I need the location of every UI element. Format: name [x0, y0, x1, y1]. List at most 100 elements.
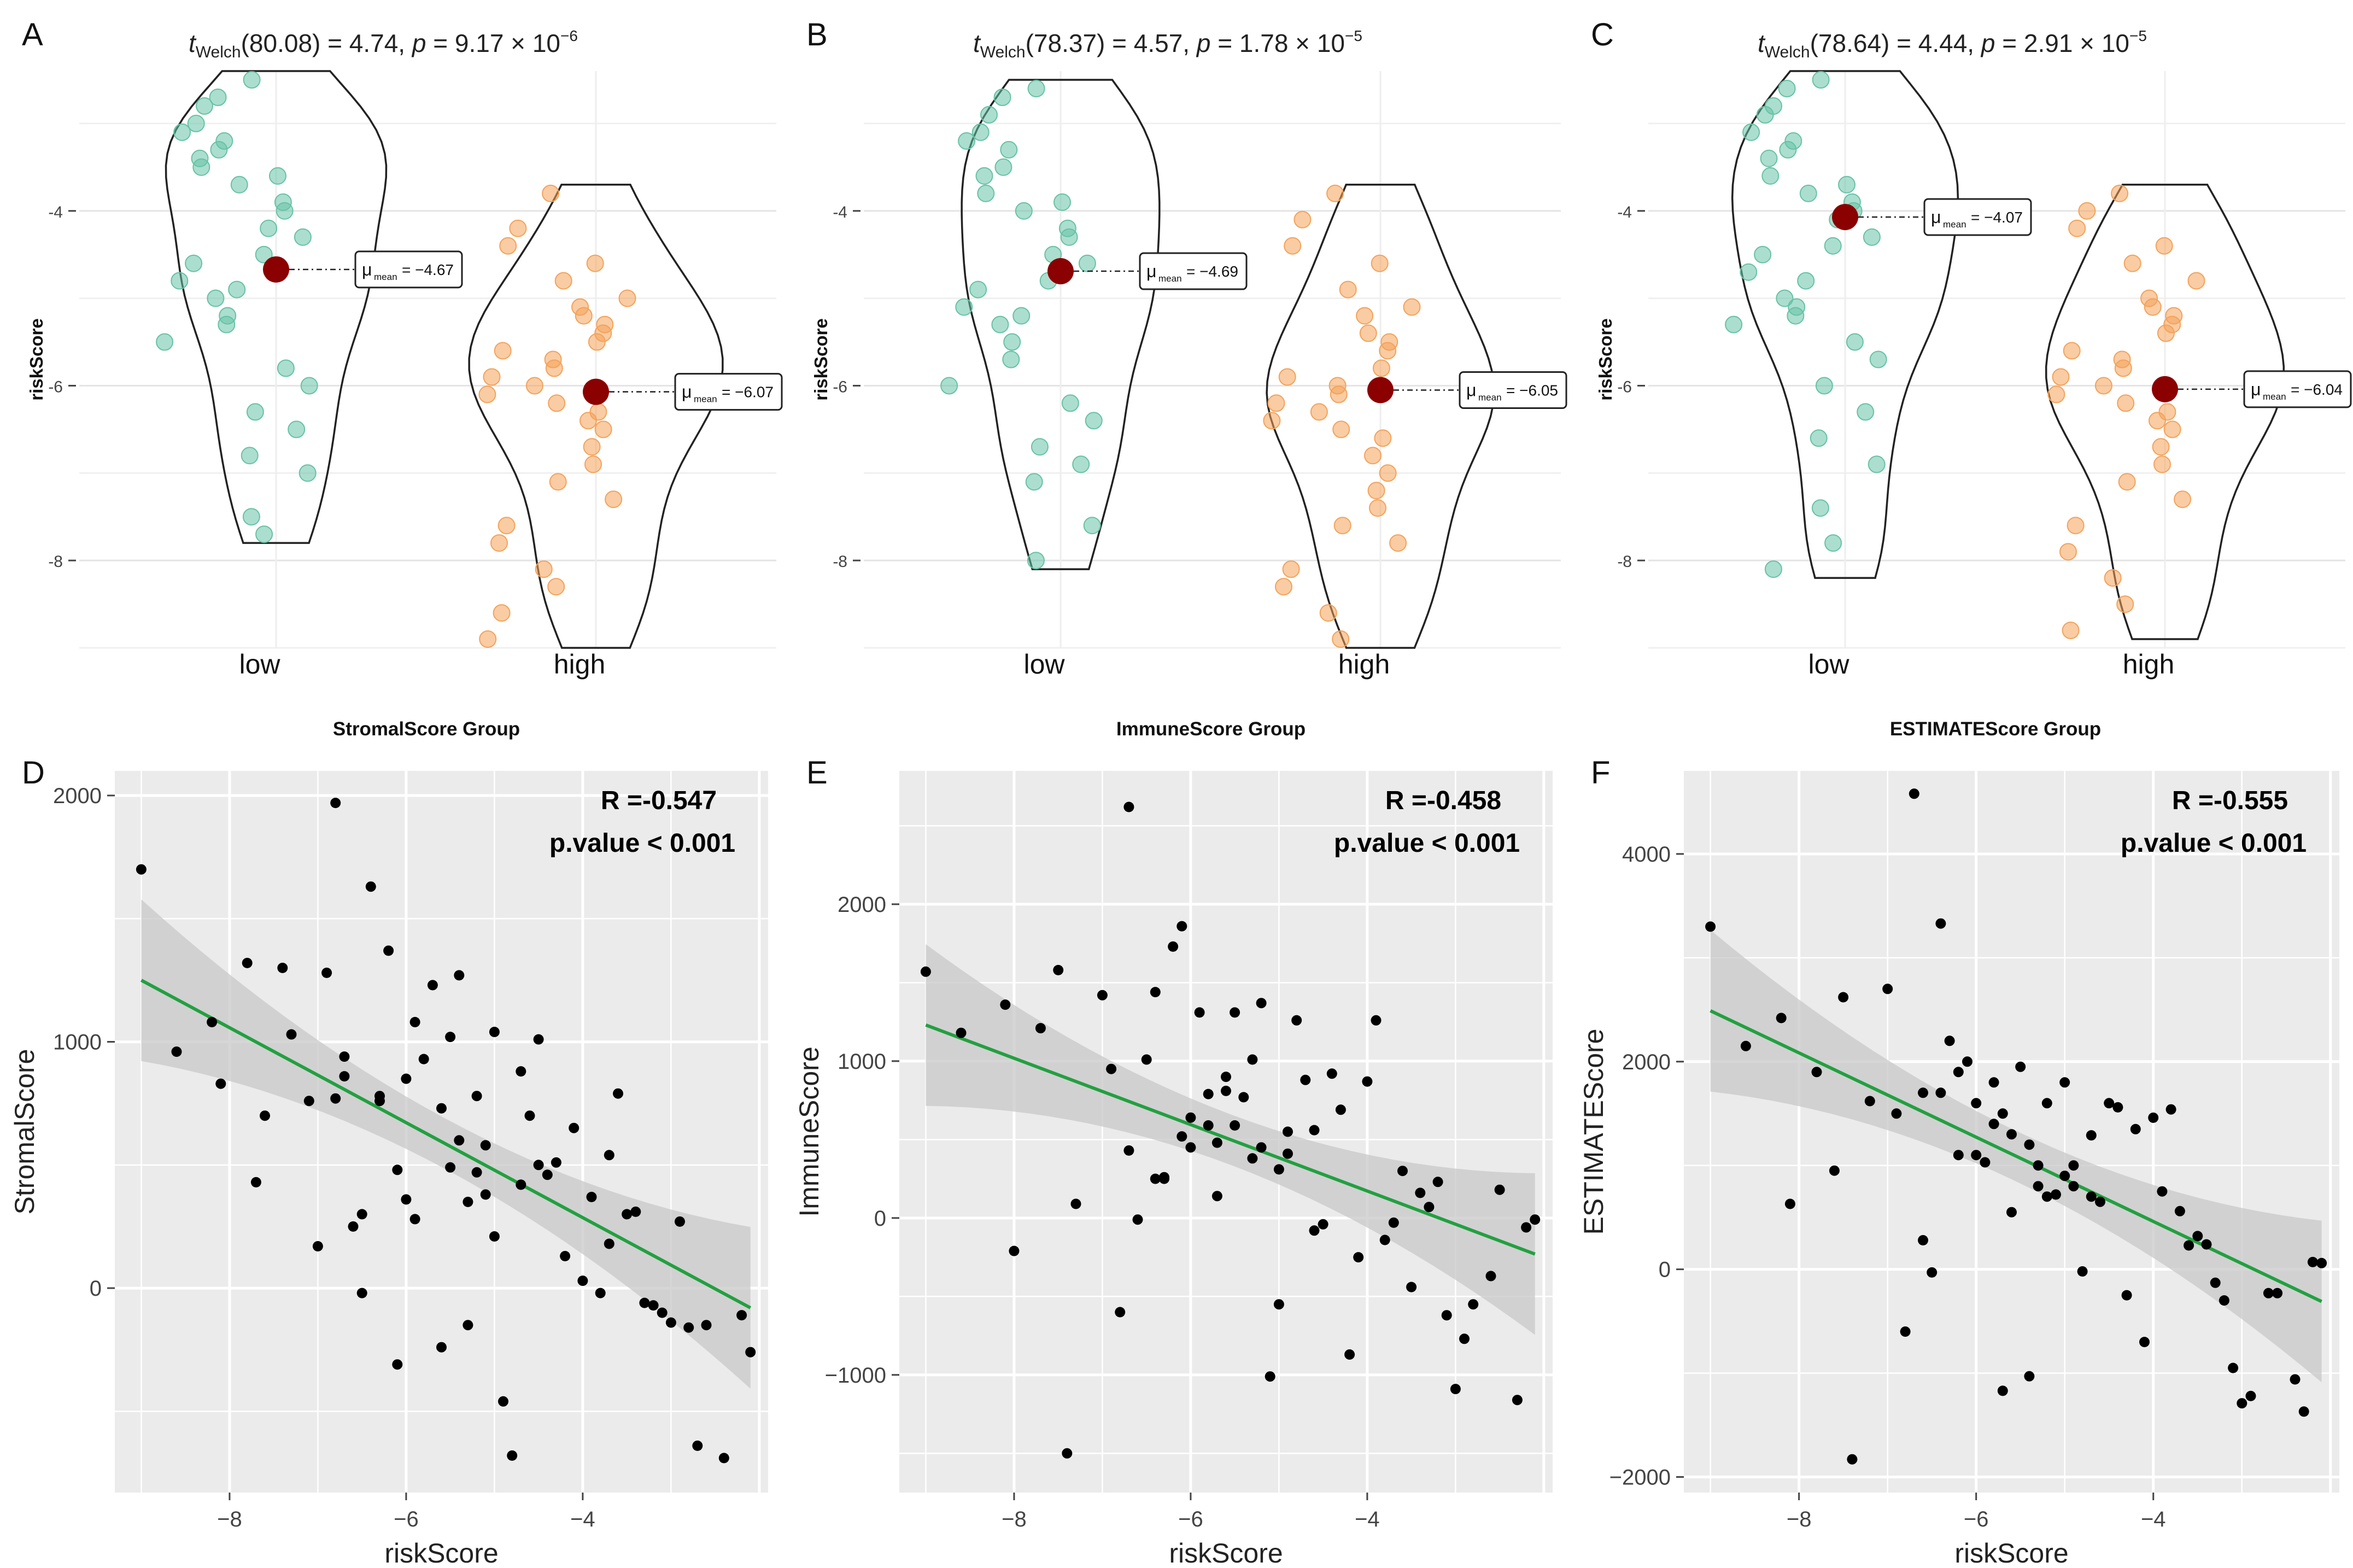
- high-point: [2149, 412, 2166, 430]
- data-point: [2157, 1186, 2168, 1197]
- data-point: [1115, 1307, 1126, 1318]
- low-point: [969, 280, 987, 299]
- data-point: [1283, 1126, 1293, 1137]
- data-point: [1211, 1137, 1222, 1148]
- data-point: [1185, 1112, 1196, 1123]
- low-point: [1846, 333, 1864, 351]
- low-point: [298, 464, 317, 482]
- low-point: [1761, 167, 1780, 185]
- y-axis-label: riskScore: [811, 318, 831, 400]
- y-tick-label: -4: [833, 203, 847, 221]
- data-point: [339, 1071, 350, 1082]
- data-point: [683, 1322, 694, 1333]
- data-point: [1335, 1104, 1346, 1115]
- mean-value: = −4.69: [1186, 263, 1238, 280]
- high-point: [2068, 219, 2086, 237]
- high-point: [542, 184, 560, 202]
- high-point: [1284, 237, 1302, 255]
- title-p: p: [1196, 29, 1211, 57]
- data-point: [1326, 1068, 1337, 1079]
- data-point: [1997, 1385, 2008, 1396]
- high-point: [1339, 280, 1357, 299]
- y-tick-label: 1000: [838, 1050, 886, 1074]
- high-point: [2116, 595, 2134, 613]
- data-point: [2024, 1139, 2035, 1150]
- data-point: [551, 1157, 561, 1168]
- high-point: [1282, 560, 1300, 578]
- high-point: [478, 385, 496, 403]
- mean-sub: mean: [374, 272, 397, 282]
- data-point: [348, 1221, 359, 1232]
- data-point: [2015, 1061, 2026, 1072]
- low-point: [242, 508, 260, 526]
- high-point: [535, 560, 553, 578]
- data-point: [1371, 1015, 1382, 1026]
- data-point: [1935, 918, 1946, 929]
- data-point: [1238, 1092, 1249, 1103]
- data-point: [1829, 1165, 1840, 1176]
- high-point: [2052, 368, 2070, 386]
- high-point: [1372, 359, 1390, 377]
- data-point: [330, 798, 341, 809]
- low-point: [196, 97, 213, 115]
- panel-letter: E: [806, 755, 828, 791]
- x-tick-label: −4: [2141, 1507, 2166, 1531]
- grid: [1648, 71, 2345, 649]
- low-point: [1838, 175, 1856, 194]
- mean-value: = −4.67: [402, 261, 454, 278]
- y-tick-label: 0: [874, 1207, 886, 1231]
- high-point: [1364, 447, 1382, 465]
- data-point: [409, 1214, 420, 1225]
- data-point: [136, 864, 147, 875]
- data-point: [321, 967, 332, 978]
- x-tick-label: −8: [1787, 1507, 1812, 1531]
- high-point: [549, 473, 567, 491]
- high-point: [2157, 324, 2175, 342]
- data-point: [1935, 1087, 1946, 1098]
- data-point: [1035, 1023, 1046, 1034]
- data-point: [2307, 1256, 2318, 1267]
- chart-title: tWelch(78.37) = 4.57, p = 1.78 × 10−5: [973, 27, 1362, 61]
- low-point: [1083, 517, 1101, 535]
- y-tick-label: -4: [48, 203, 63, 221]
- data-point: [1918, 1235, 1928, 1245]
- grid: [864, 71, 1561, 649]
- low-point: [1012, 307, 1031, 325]
- low-point: [1811, 499, 1829, 517]
- high-point: [1275, 578, 1292, 596]
- data-point: [2237, 1398, 2247, 1409]
- data-point: [1530, 1214, 1541, 1225]
- low-point: [1072, 455, 1090, 473]
- data-point: [409, 1017, 420, 1027]
- low-point: [977, 184, 995, 202]
- high-point: [554, 272, 572, 290]
- mean-value: = −6.07: [722, 384, 774, 401]
- data-point: [1221, 1085, 1231, 1096]
- panel-e: R =-0.458 p.value < 0.001 −8 −6 −4 2000 1000 0 −…: [785, 738, 1566, 1568]
- high-point: [490, 534, 508, 552]
- title-sub: Welch: [196, 43, 241, 61]
- title-sub: Welch: [1765, 43, 1810, 61]
- data-point: [303, 1096, 314, 1107]
- data-point: [418, 1054, 429, 1064]
- data-point: [2219, 1295, 2229, 1306]
- low-point: [171, 272, 189, 290]
- data-point: [1097, 990, 1108, 1001]
- mean-value: = −4.07: [1971, 209, 2023, 226]
- low-point: [218, 315, 236, 334]
- data-point: [516, 1179, 526, 1190]
- data-point: [920, 966, 931, 977]
- panel-c: -4 -6 -8 μ mean = −4.07 μ mean = −6.04 low high ris…: [1569, 0, 2353, 754]
- data-point: [630, 1206, 641, 1217]
- y-tick-label: -6: [833, 378, 847, 396]
- data-point: [604, 1150, 614, 1161]
- data-point: [595, 1288, 606, 1298]
- data-point: [1406, 1282, 1417, 1292]
- data-point: [1988, 1077, 1999, 1088]
- data-point: [498, 1396, 508, 1407]
- low-point: [1060, 228, 1078, 246]
- data-point: [2077, 1266, 2088, 1277]
- data-point: [2095, 1196, 2105, 1207]
